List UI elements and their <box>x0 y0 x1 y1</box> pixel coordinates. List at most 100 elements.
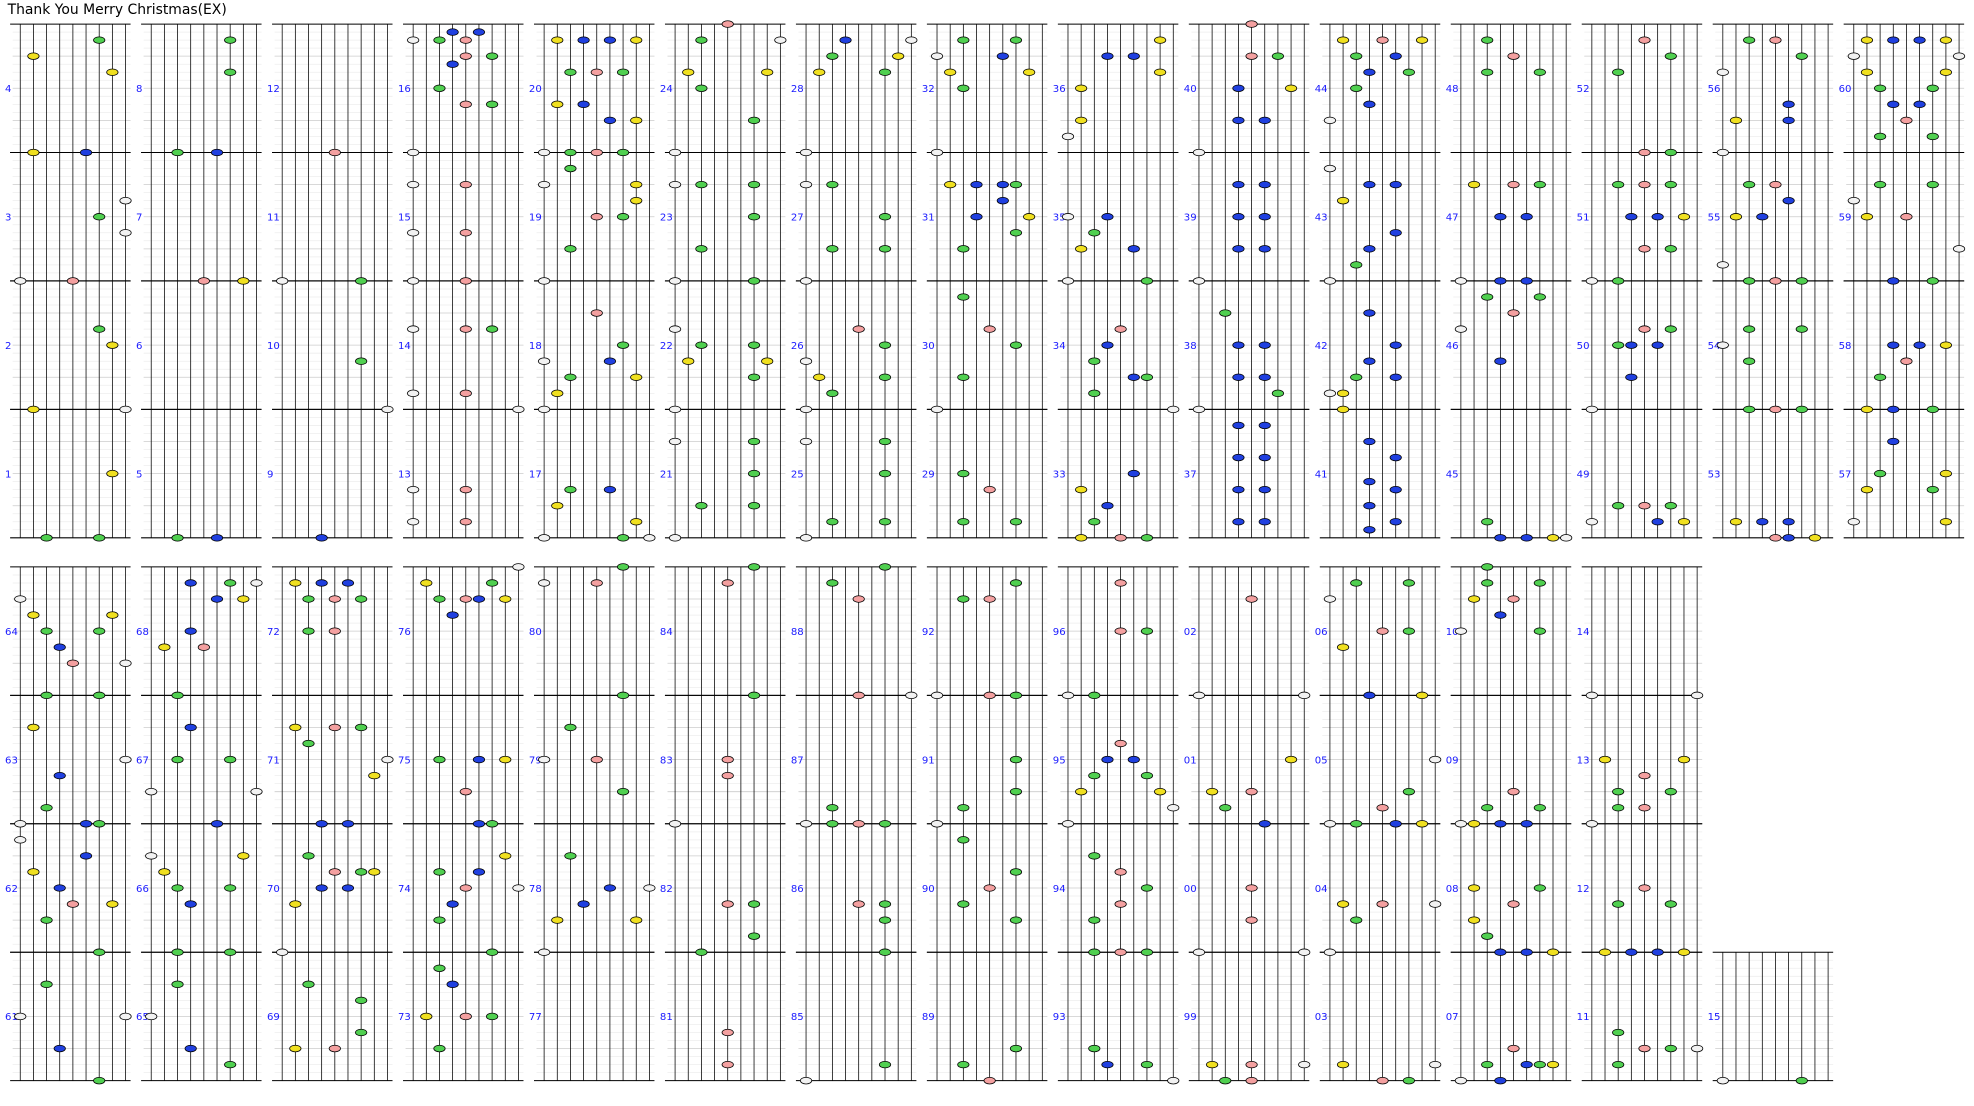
note <box>1232 453 1245 462</box>
note <box>799 405 813 414</box>
note <box>171 948 184 956</box>
note <box>1061 277 1075 285</box>
note <box>1860 485 1874 494</box>
note <box>1638 325 1651 333</box>
note <box>564 245 577 253</box>
measure-number: 70 <box>267 884 280 895</box>
note <box>1467 916 1481 924</box>
note <box>1664 502 1677 510</box>
note <box>210 820 224 828</box>
note <box>1860 36 1874 44</box>
note <box>1258 213 1271 221</box>
measure-number: 32 <box>922 84 935 95</box>
measure-number: 11 <box>267 213 280 224</box>
note <box>1546 948 1560 956</box>
note <box>1533 627 1546 635</box>
note <box>1088 691 1101 700</box>
measure-number: 16 <box>398 84 411 95</box>
measure-number: 18 <box>529 341 542 352</box>
note <box>1585 277 1598 285</box>
note <box>1716 261 1729 269</box>
note <box>1507 900 1520 908</box>
note <box>1075 84 1088 92</box>
measure-number: 7 <box>136 213 142 224</box>
note <box>433 595 446 603</box>
note <box>1389 820 1402 828</box>
measure-number: 43 <box>1315 213 1328 224</box>
note <box>328 1044 341 1053</box>
measure-number: 65 <box>136 1012 149 1023</box>
note <box>538 755 551 764</box>
note <box>328 595 341 603</box>
note <box>630 36 643 44</box>
note <box>1245 20 1258 28</box>
note <box>315 579 328 587</box>
note <box>996 196 1009 205</box>
measure-number: 15 <box>398 213 411 224</box>
measure-number: 99 <box>1184 1012 1197 1023</box>
note <box>1743 325 1756 333</box>
note <box>1691 1044 1704 1053</box>
note <box>1167 1076 1180 1085</box>
note <box>1926 277 1939 285</box>
note <box>1481 932 1494 940</box>
note <box>1232 421 1245 430</box>
note <box>1101 502 1114 510</box>
note <box>224 36 237 44</box>
note <box>1612 180 1625 189</box>
measure-number: 56 <box>1708 84 1721 95</box>
note <box>106 900 119 908</box>
measure-number: 22 <box>660 341 673 352</box>
measure-number: 95 <box>1053 755 1066 766</box>
note <box>119 1012 132 1021</box>
measure-number: 5 <box>136 469 142 480</box>
note <box>1245 884 1258 892</box>
note <box>957 84 970 92</box>
note <box>171 148 184 157</box>
note <box>145 852 158 860</box>
note <box>617 691 630 700</box>
note <box>577 36 590 44</box>
note <box>328 868 341 876</box>
note <box>878 916 892 924</box>
note <box>1664 148 1677 157</box>
note <box>486 100 499 109</box>
measure-number: 4 <box>5 84 11 95</box>
note <box>459 180 472 189</box>
measure-number: 09 <box>1446 755 1459 766</box>
note <box>289 1044 302 1053</box>
note <box>27 52 40 60</box>
measure-number: 10 <box>267 341 280 352</box>
note <box>446 60 459 68</box>
note <box>1258 820 1271 828</box>
note <box>1376 36 1389 44</box>
note <box>695 36 708 44</box>
note <box>1075 245 1088 253</box>
note <box>1677 948 1691 956</box>
note <box>1009 180 1023 189</box>
note <box>210 148 224 157</box>
note <box>852 820 865 828</box>
note <box>224 579 237 587</box>
note <box>878 437 892 446</box>
note <box>1298 948 1311 956</box>
note <box>878 373 892 381</box>
measure-number: 23 <box>660 213 673 224</box>
note <box>721 579 734 587</box>
note <box>905 36 918 44</box>
note <box>839 36 852 44</box>
note <box>957 245 970 253</box>
note <box>1009 691 1023 700</box>
note <box>695 180 708 189</box>
note <box>669 820 682 828</box>
note <box>630 180 643 189</box>
note <box>930 405 944 414</box>
measure-number: 78 <box>529 884 542 895</box>
measure-number: 3 <box>5 213 11 224</box>
note <box>1900 213 1913 221</box>
note <box>1520 277 1533 285</box>
note <box>617 68 630 76</box>
note <box>1337 389 1350 397</box>
note <box>1415 691 1429 700</box>
note <box>1009 341 1023 349</box>
